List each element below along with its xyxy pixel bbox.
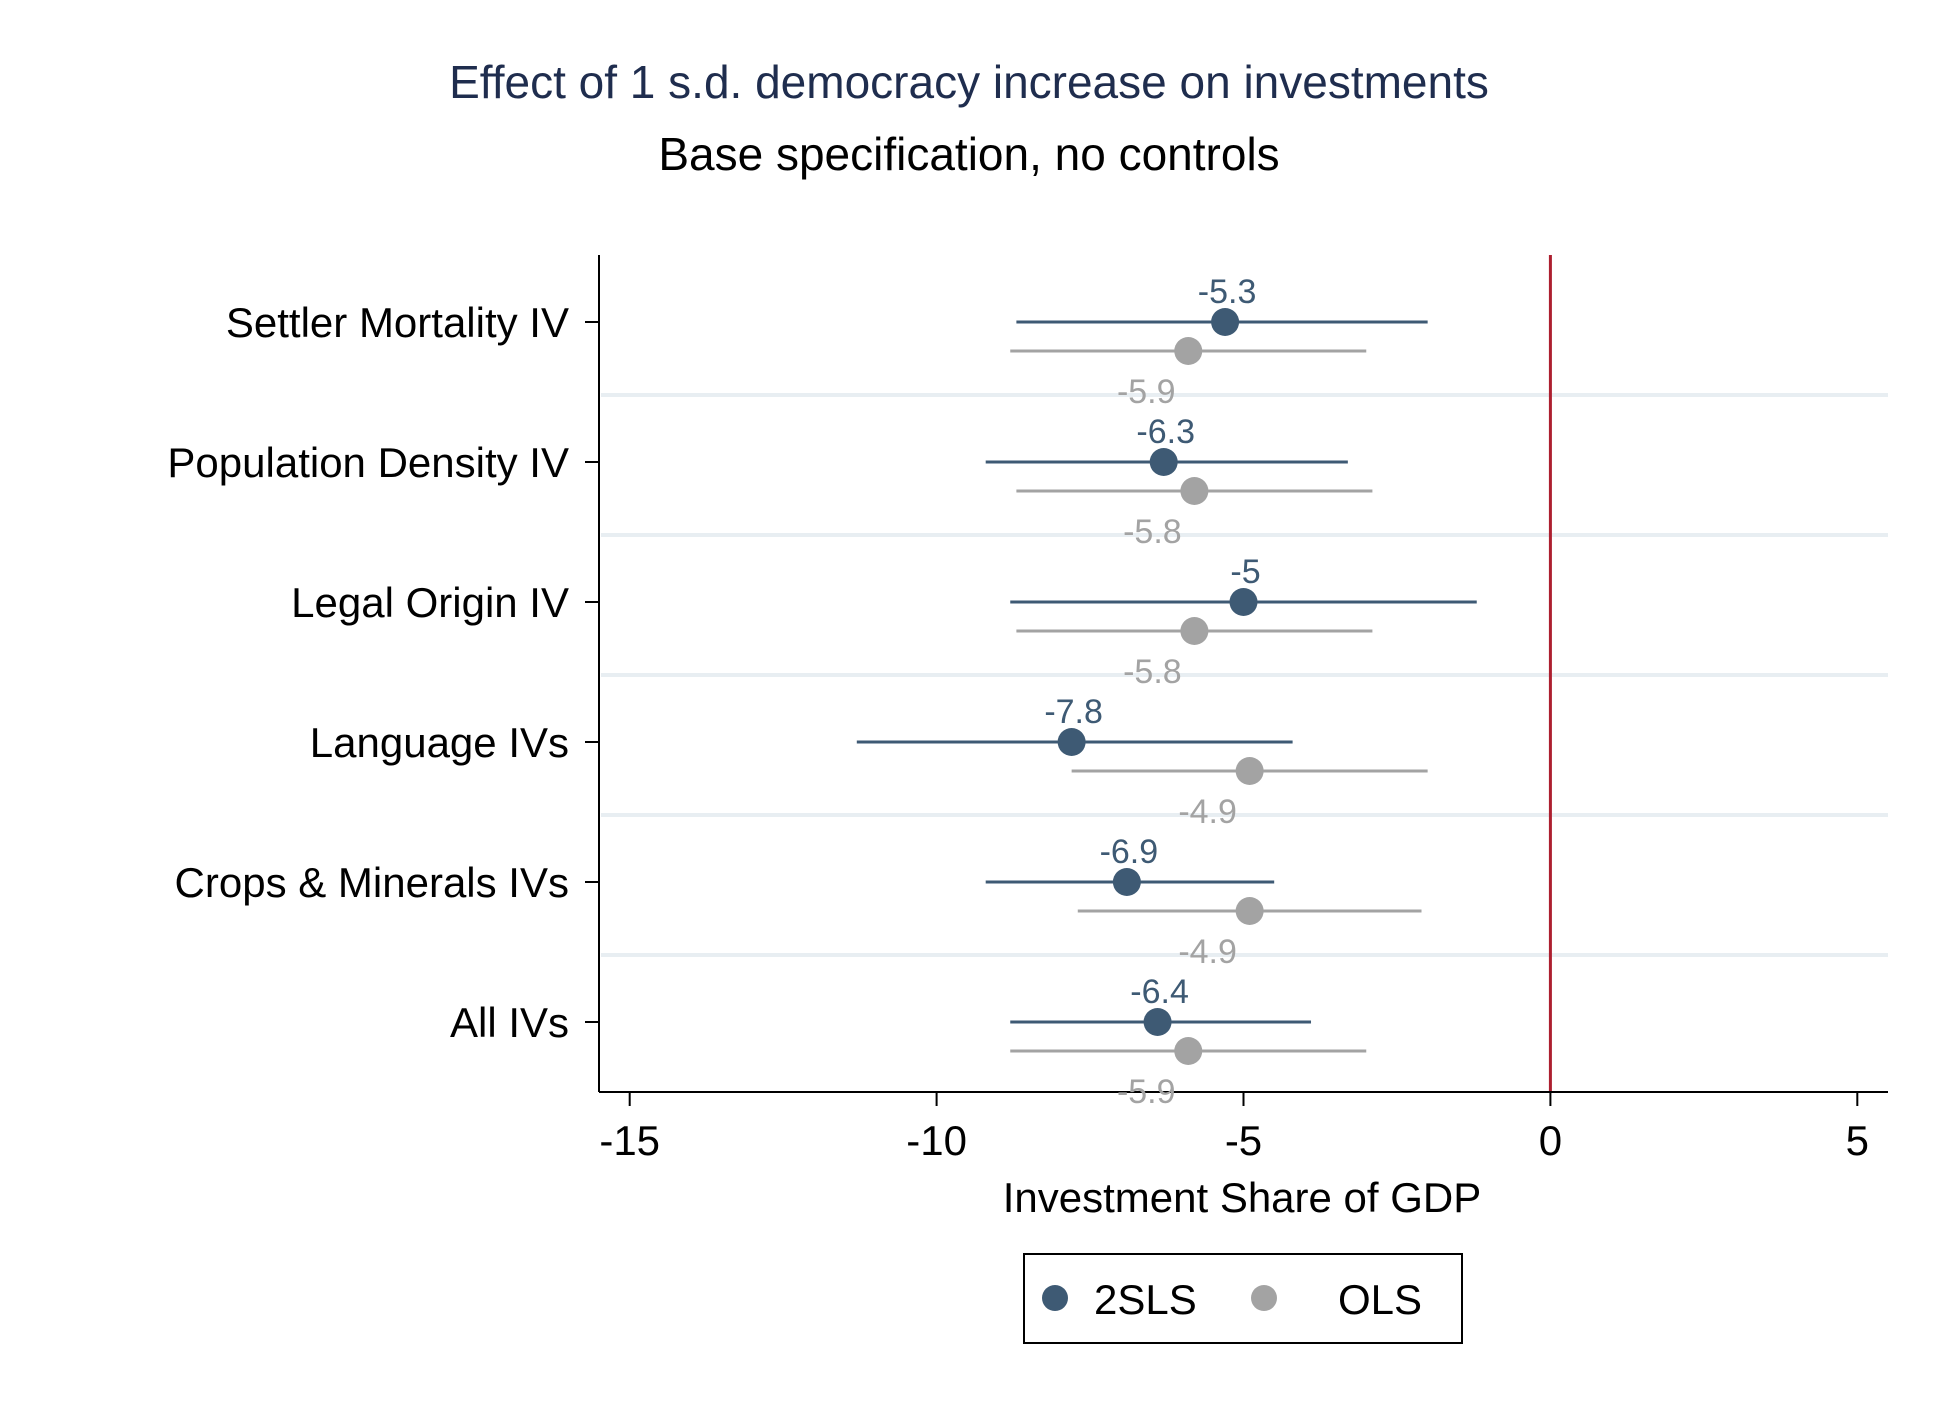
x-tick-label: -10 <box>906 1117 967 1164</box>
data-label-ols: -5.8 <box>1123 653 1182 691</box>
x-axis-title: Investment Share of GDP <box>1003 1174 1482 1221</box>
x-tick-label: 0 <box>1539 1117 1562 1164</box>
point-ols <box>1235 757 1264 785</box>
x-tick-label: -5 <box>1225 1117 1262 1164</box>
data-label-2sls: -6.3 <box>1136 413 1195 451</box>
legend-label-2sls: 2SLS <box>1094 1276 1197 1323</box>
point-2sls <box>1057 728 1086 756</box>
legend-marker-2sls <box>1042 1285 1068 1311</box>
y-tick-label: Crops & Minerals IVs <box>175 859 569 906</box>
y-tick-label: All IVs <box>450 999 569 1046</box>
data-label-ols: -5.9 <box>1117 373 1176 411</box>
point-ols <box>1174 1037 1203 1065</box>
legend-marker-ols <box>1251 1285 1277 1311</box>
chart-title: Effect of 1 s.d. democracy increase on i… <box>449 56 1489 108</box>
point-ols <box>1180 477 1209 505</box>
point-2sls <box>1143 1008 1172 1036</box>
data-label-2sls: -5 <box>1230 553 1260 591</box>
data-marks: -5.3 -6.3 -5 -7.8 -6.9 -6.4 -5.9 -5.8 -5.8 -4.9 -4… <box>856 273 1477 1111</box>
data-label-ols: -5.9 <box>1117 1073 1176 1111</box>
point-2sls <box>1112 868 1141 896</box>
point-ols <box>1235 897 1264 925</box>
legend-box <box>1023 1253 1463 1344</box>
data-label-2sls: -6.9 <box>1100 833 1159 871</box>
x-tick-label: 5 <box>1846 1117 1869 1164</box>
data-label-2sls: -5.3 <box>1198 273 1257 311</box>
y-tick-label: Legal Origin IV <box>291 579 569 626</box>
y-tick-label: Language IVs <box>310 719 569 766</box>
legend-label-ols: OLS <box>1338 1276 1422 1323</box>
y-tick-label: Population Density IV <box>167 439 569 486</box>
axes: -15 -10 -5 0 5 Settler Mortality IV Population… <box>167 255 1888 1164</box>
point-ols <box>1174 337 1203 365</box>
chart-subtitle: Base specification, no controls <box>658 128 1279 180</box>
data-label-ols: -4.9 <box>1178 933 1237 971</box>
x-tick-label: -15 <box>599 1117 660 1164</box>
gridlines <box>601 393 1888 957</box>
data-label-ols: -5.8 <box>1123 513 1182 551</box>
point-2sls <box>1229 588 1258 616</box>
data-label-ols: -4.9 <box>1178 793 1237 831</box>
data-label-2sls: -6.4 <box>1130 973 1189 1011</box>
point-ols <box>1180 617 1209 645</box>
y-tick-label: Settler Mortality IV <box>226 299 569 346</box>
legend: 2SLS OLS <box>1023 1253 1463 1344</box>
point-2sls <box>1149 448 1178 476</box>
data-label-2sls: -7.8 <box>1044 693 1103 731</box>
point-2sls <box>1211 308 1240 336</box>
